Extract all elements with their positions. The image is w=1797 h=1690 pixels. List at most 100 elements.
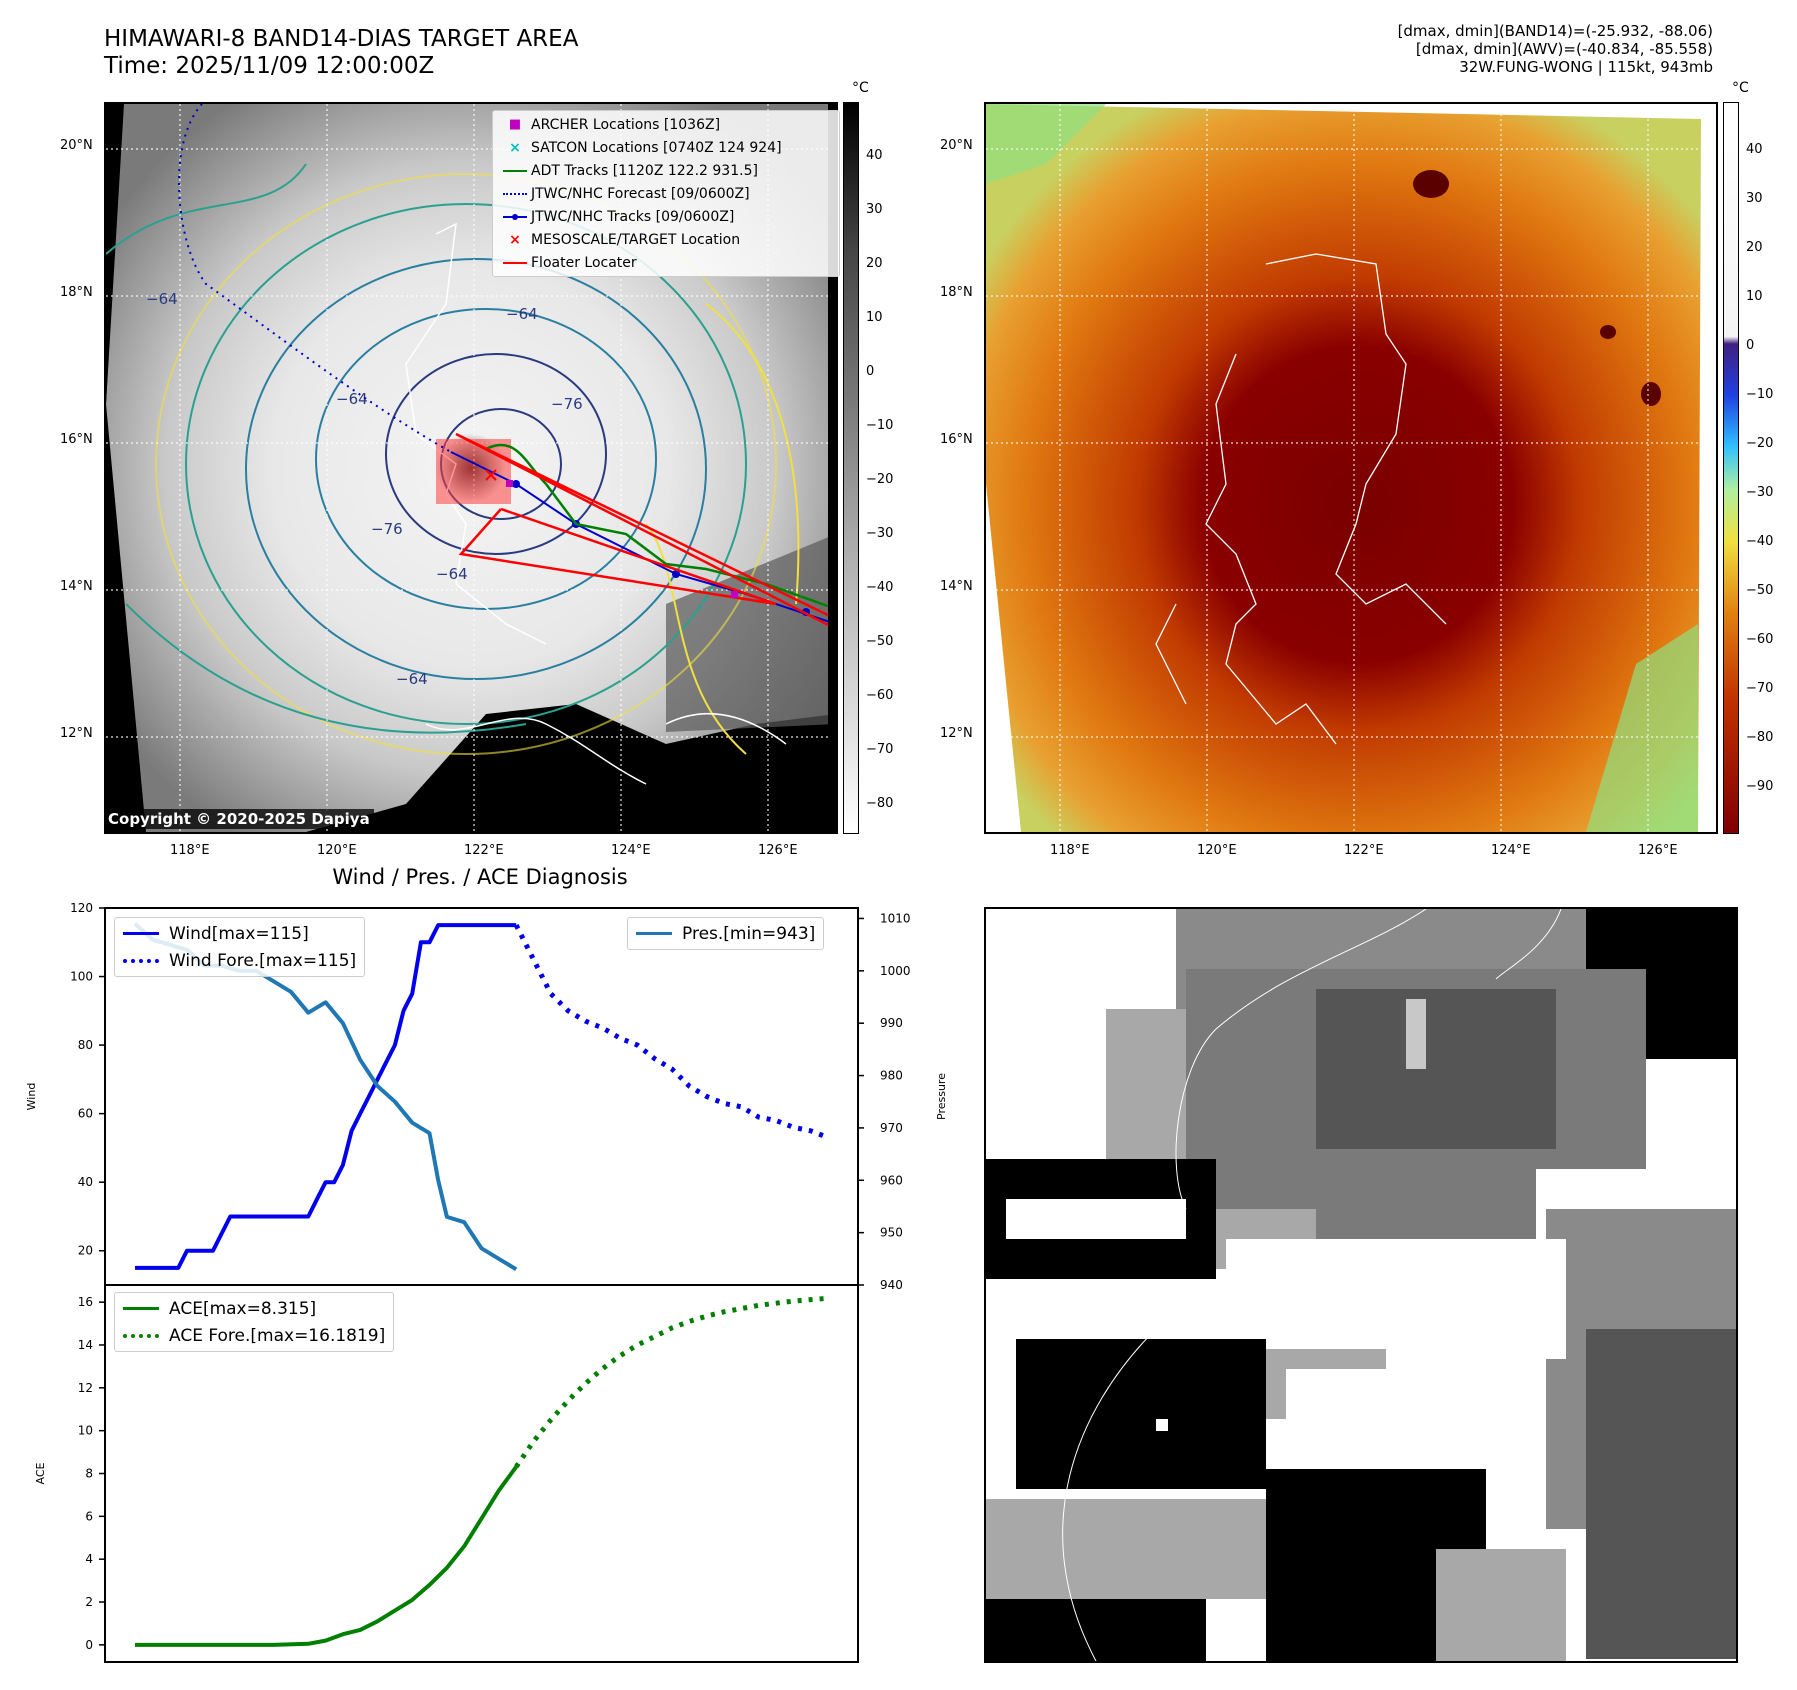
- ace-tick-label: 8: [85, 1467, 93, 1481]
- cbar-tick: −80: [866, 796, 894, 811]
- lat-tick: 16°N: [60, 432, 93, 447]
- lon-tick: 118°E: [170, 843, 210, 858]
- wind-tick-label: 60: [78, 1107, 93, 1121]
- legend-label: JTWC/NHC Tracks [09/0600Z]: [531, 208, 735, 225]
- lat-tick: 18°N: [60, 285, 93, 300]
- cbar-tick: 20: [1746, 240, 1763, 255]
- dotted-line-icon: [123, 958, 159, 963]
- legend-row-wind-fore: Wind Fore.[max=115]: [123, 947, 356, 974]
- wmg-mosaic: [986, 909, 1736, 1661]
- wind-tick-label: 80: [78, 1038, 93, 1052]
- wmg-count-label: WMG Count: 0: [1000, 925, 1153, 947]
- legend-row-jtwc-forecast: JTWC/NHC Forecast [09/0600Z]: [499, 182, 833, 205]
- wind-tick-label: 120: [70, 901, 93, 915]
- wmg-canvas: [986, 909, 1736, 1661]
- series-line-ace-fore-: [514, 1295, 829, 1469]
- legend-label: ACE Fore.[max=16.1819]: [169, 1325, 386, 1346]
- wind-pres-axes: 120 100 80 60 40 20 1010 1000 990 980 970 960 950 940…: [25, 901, 948, 1292]
- band14-cbar-unit: °C: [852, 80, 869, 96]
- ace-tick-label: 12: [78, 1381, 93, 1395]
- lat-tick: 18°N: [940, 285, 973, 300]
- cbar-tick: −40: [1746, 534, 1774, 549]
- lat-tick: 20°N: [60, 138, 93, 153]
- legend-label: Wind Fore.[max=115]: [169, 950, 357, 971]
- lon-tick: 120°E: [317, 843, 357, 858]
- legend-row-ace-fore: ACE Fore.[max=16.1819]: [123, 1322, 385, 1349]
- lon-tick: 118°E: [1050, 843, 1090, 858]
- ace-tick-label: 14: [78, 1338, 93, 1352]
- ace-axes: 16 14 12 10 8 6 4 2 0 ACE: [34, 1284, 859, 1663]
- cbar-tick: −70: [866, 742, 894, 757]
- lat-tick: 12°N: [940, 726, 973, 741]
- legend-label: Wind[max=115]: [169, 923, 309, 944]
- dotted-line-icon: [503, 192, 527, 195]
- dot-line-icon: [503, 213, 527, 220]
- lat-tick: 14°N: [60, 579, 93, 594]
- legend-label: JTWC/NHC Forecast [09/0600Z]: [531, 185, 750, 202]
- legend-row-satcon: × SATCON Locations [0740Z 124 924]: [499, 136, 833, 159]
- ace-tick-label: 0: [85, 1638, 93, 1652]
- ace-tick-label: 10: [78, 1424, 93, 1438]
- legend-label: Pres.[min=943]: [682, 923, 816, 944]
- series-line-wind-fore-: [513, 923, 829, 1140]
- cbar-tick: −90: [1746, 779, 1774, 794]
- awv-cold-spots: [1413, 170, 1661, 406]
- cbar-tick: −20: [866, 472, 894, 487]
- storm-info: [dmax, dmin](BAND14)=(-25.932, -88.06) […: [1398, 22, 1713, 76]
- cbar-tick: −60: [1746, 632, 1774, 647]
- solid-line-icon: [636, 932, 672, 935]
- legend-row-pres: Pres.[min=943]: [636, 920, 815, 947]
- band14-contours: [106, 163, 800, 755]
- cbar-tick: −20: [1746, 436, 1774, 451]
- red-x-icon: ×: [509, 231, 521, 248]
- cbar-tick: 20: [866, 256, 883, 271]
- cbar-tick: 40: [1746, 142, 1763, 157]
- awv-colorbar: [1723, 102, 1739, 834]
- cbar-tick: −80: [1746, 730, 1774, 745]
- target-area-box: [436, 439, 511, 504]
- jtwc-track-points: [512, 480, 810, 616]
- cbar-tick: −30: [1746, 485, 1774, 500]
- contour-label: −64: [396, 670, 428, 688]
- wind-axis-label: Wind: [25, 1083, 38, 1111]
- archer-markers: [506, 480, 738, 598]
- cbar-tick: −30: [866, 526, 894, 541]
- ace-tick-label: 6: [85, 1509, 93, 1523]
- pres-tick-label: 1010: [880, 911, 911, 925]
- lon-tick: 126°E: [758, 843, 798, 858]
- cbar-tick: 0: [1746, 338, 1755, 353]
- copyright-label: Copyright © 2020-2025 Dapiya: [104, 809, 374, 829]
- pres-tick-label: 960: [880, 1173, 903, 1187]
- cbar-tick: 40: [866, 148, 883, 163]
- pres-tick-label: 950: [880, 1226, 903, 1240]
- pres-tick-label: 990: [880, 1016, 903, 1030]
- cbar-tick: 30: [866, 202, 883, 217]
- pres-legend: Pres.[min=943]: [627, 917, 825, 950]
- band14-legend: ■ ARCHER Locations [1036Z] × SATCON Loca…: [492, 110, 840, 277]
- wind-legend: Wind[max=115] Wind Fore.[max=115]: [114, 917, 366, 977]
- legend-row-jtwc-tracks: JTWC/NHC Tracks [09/0600Z]: [499, 205, 833, 228]
- diagnosis-title: Wind / Pres. / ACE Diagnosis: [332, 865, 628, 889]
- diagnosis-chart: 1201008060402010101000990980970960950940…: [25, 901, 948, 1663]
- legend-row-adt: ADT Tracks [1120Z 122.2 931.5]: [499, 159, 833, 182]
- solid-line-icon: [123, 932, 159, 935]
- series-line-ace: [135, 1465, 518, 1647]
- pressure-axis-label: Pressure: [935, 1073, 948, 1120]
- cbar-tick: −50: [866, 634, 894, 649]
- cbar-tick: −70: [1746, 681, 1774, 696]
- jtwc-forecast-track: [178, 104, 452, 453]
- lat-tick: 12°N: [60, 726, 93, 741]
- cbar-tick: 30: [1746, 191, 1763, 206]
- awv-map-canvas: [986, 104, 1716, 832]
- dotted-line-icon: [123, 1333, 159, 1338]
- cbar-tick: −10: [1746, 387, 1774, 402]
- pres-tick-label: 940: [880, 1278, 903, 1292]
- lat-tick: 16°N: [940, 432, 973, 447]
- awv-coastlines: [1155, 253, 1447, 745]
- wind-tick-label: 20: [78, 1244, 93, 1258]
- series-line-wind: [135, 923, 517, 1270]
- awv-gridlines: [986, 104, 1716, 832]
- legend-row-ace: ACE[max=8.315]: [123, 1295, 385, 1322]
- ace-axis-label: ACE: [34, 1462, 47, 1484]
- legend-label: ACE[max=8.315]: [169, 1298, 317, 1319]
